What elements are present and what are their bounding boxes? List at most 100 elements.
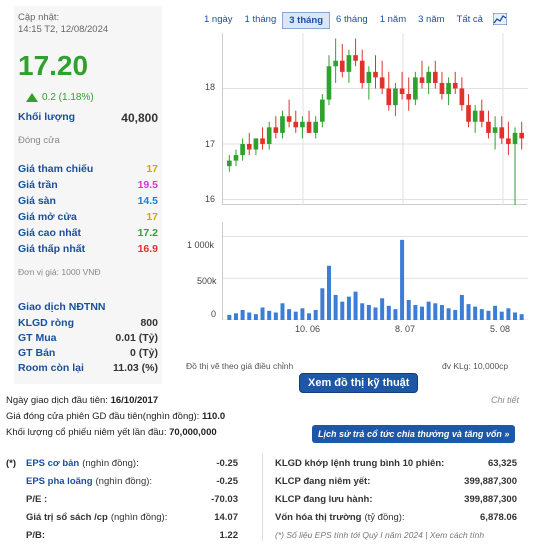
fundamental-value: -0.25: [216, 458, 238, 469]
candle-body: [346, 55, 352, 72]
candle-body: [506, 138, 511, 144]
foreign-row-label: GT Mua: [18, 332, 57, 344]
volume-bar: [273, 312, 278, 320]
candle-body: [306, 121, 312, 133]
fundamental-unit: (tỷ đồng):: [364, 512, 405, 523]
first-trade-date: 16/10/2017: [110, 395, 159, 406]
eps-footnote[interactable]: (*) Số liệu EPS tính tới Quý I năm 2024 …: [275, 530, 485, 540]
price-row-label: Giá thấp nhất: [18, 243, 86, 255]
initial-shares-line: Khối lượng cổ phiếu niêm yết lần đầu: 70…: [6, 427, 217, 438]
volume-bar: [479, 309, 484, 320]
fundamental-value: -0.25: [216, 476, 238, 487]
price-change-value: 0.2 (1.18%): [42, 92, 94, 103]
candle-body: [399, 88, 405, 95]
candle-body: [472, 110, 478, 122]
candle-body: [333, 60, 338, 67]
updated-time: 14:15 T2, 12/08/2024: [18, 24, 109, 35]
unit-note: Đơn vị giá: 1000 VNĐ: [18, 267, 101, 277]
tab-all[interactable]: Tất cả: [456, 14, 483, 25]
volume-bar: [287, 309, 292, 320]
fundamental-left-row: P/E : -70.03: [26, 494, 238, 505]
foreign-row: KLGD ròng 800: [18, 317, 158, 329]
candle-body: [359, 60, 365, 83]
volume-bar: [240, 309, 245, 320]
volume-bar: [346, 296, 351, 320]
candle-body: [313, 121, 319, 133]
candle-body: [419, 77, 425, 83]
price-row-value: 17.2: [137, 227, 158, 239]
chart-type-icon[interactable]: [492, 12, 508, 29]
price-row-label: Giá trần: [18, 179, 58, 191]
candle-body: [452, 82, 458, 89]
fundamental-label: KLCP đang niêm yết:: [275, 476, 371, 487]
volume-bar: [340, 301, 345, 320]
fundamental-unit: (nghìn đồng):: [110, 512, 168, 523]
volume-bar: [486, 310, 491, 320]
volume-label: Khối lượng: [18, 111, 76, 123]
tab-1-year[interactable]: 1 năm: [379, 14, 407, 25]
volume-bar: [466, 304, 471, 320]
fundamental-value: 14.07: [214, 512, 238, 523]
detail-link[interactable]: Chi tiết: [490, 395, 519, 405]
fundamental-value: 1.22: [219, 530, 239, 541]
volume-row: Khối lượng 40,800: [18, 111, 158, 125]
fundamental-label-group: P/E :: [26, 494, 50, 505]
price-row-value: 19.5: [137, 179, 158, 191]
candle-body: [439, 82, 445, 95]
volume-bar: [433, 303, 438, 320]
first-price-value: 110.0: [201, 411, 226, 422]
x-tick-3: 5. 08: [490, 324, 511, 334]
tab-1-day[interactable]: 1 ngày: [204, 14, 233, 25]
price-row: Giá thấp nhất 16.9: [18, 243, 158, 255]
y-tick-16: 16: [205, 194, 216, 204]
fundamental-left-row: EPS cơ bản (nghìn đồng): -0.25: [26, 458, 238, 469]
fundamental-label: P/E :: [26, 494, 48, 505]
fundamental-unit: (nghìn đồng):: [82, 458, 139, 469]
price-row-label: Giá sàn: [18, 195, 56, 207]
fundamental-unit: (nghìn đồng):: [95, 476, 153, 487]
tab-1-month[interactable]: 1 tháng: [244, 14, 277, 25]
candle-body: [512, 132, 518, 144]
candle-body: [432, 71, 438, 83]
price-chart[interactable]: [222, 33, 528, 205]
quote-summary-panel: Cập nhật: 14:15 T2, 12/08/2024 17.20 0.2…: [14, 6, 162, 384]
fundamental-label[interactable]: EPS cơ bản: [26, 458, 80, 469]
price-row-label: Giá cao nhất: [18, 227, 82, 239]
candle-body: [266, 127, 272, 144]
volume-bar: [473, 306, 478, 320]
fundamental-label: KLCP đang lưu hành:: [275, 494, 373, 505]
foreign-row: GT Mua 0.01 (Tỷ): [18, 332, 158, 344]
candle-body: [386, 88, 392, 106]
candle-body: [260, 138, 265, 144]
candle-body: [479, 110, 485, 122]
volume-bar: [446, 308, 451, 320]
dividend-history-button[interactable]: Lịch sử trả cổ tức chia thưởng và tăng v…: [312, 425, 516, 443]
fundamental-label: KLGD khớp lệnh trung bình 10 phiên:: [275, 458, 445, 469]
price-row: Giá mở cửa 17: [18, 211, 158, 223]
candle-body: [253, 138, 259, 150]
candle-body: [293, 121, 299, 128]
volume-bar: [233, 313, 238, 320]
candle-body: [499, 127, 505, 139]
candle-body: [286, 116, 292, 122]
candle-body: [486, 121, 491, 133]
candle-body: [492, 127, 498, 133]
tab-3-months[interactable]: 3 tháng: [282, 12, 331, 29]
tab-3-years[interactable]: 3 năm: [418, 14, 445, 25]
price-row-value: 17: [146, 163, 158, 175]
vol-tick-500k: 500k: [197, 276, 217, 286]
candle-body: [246, 143, 252, 150]
initial-shares-value: 70,000,000: [169, 427, 217, 438]
volume-bar: [506, 308, 511, 320]
price-row-value: 16.9: [137, 243, 158, 255]
candle-body: [459, 88, 465, 106]
fundamental-value: -70.03: [211, 494, 238, 505]
fundamental-label[interactable]: EPS pha loãng: [26, 476, 93, 487]
candle-body: [379, 77, 385, 89]
tab-6-months[interactable]: 6 tháng: [336, 14, 368, 25]
technical-chart-button[interactable]: Xem đồ thị kỹ thuật: [299, 373, 419, 393]
volume-bar: [386, 305, 391, 320]
volume-chart[interactable]: [222, 222, 528, 321]
first-price-line: Giá đóng cửa phiên GD đầu tiên(nghìn đồn…: [6, 411, 225, 422]
candle-body: [240, 143, 245, 156]
